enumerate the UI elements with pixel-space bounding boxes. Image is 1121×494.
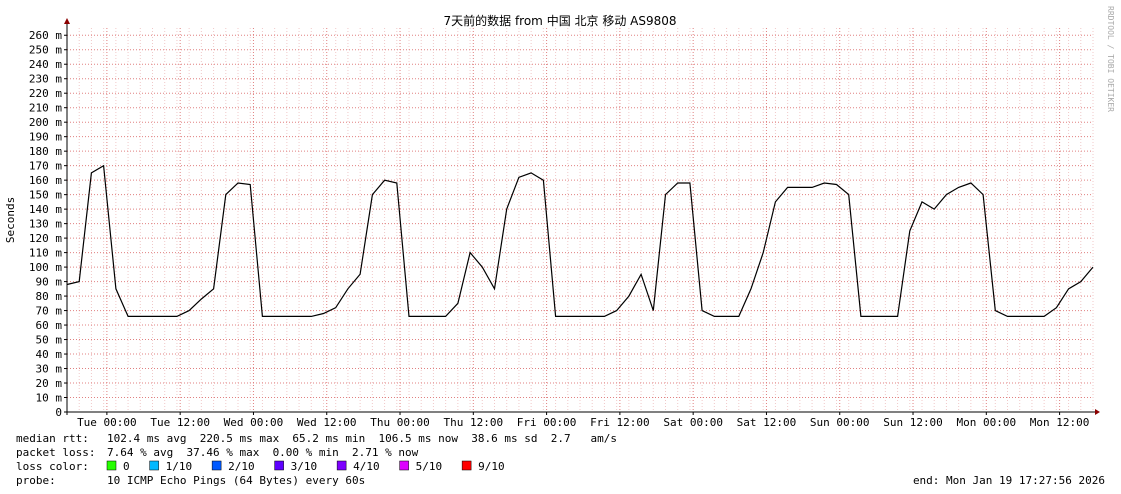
legend-swatch [106,460,117,471]
rtt-line [66,164,1094,317]
chart-title: 7天前的数据 from 中国 北京 移动 AS9808 [444,13,677,28]
y-tick-label: 100 m [29,261,62,274]
x-tick-label: Mon 12:00 [1030,416,1090,429]
y-tick-label: 20 m [36,377,63,390]
y-tick-label: 220 m [29,87,62,100]
legend-swatch [399,460,409,471]
y-tick-label: 190 m [29,131,62,144]
footer-text: 7.64 % avg 37.46 % max 0.00 % min 2.71 %… [107,446,419,459]
x-tick-label: Sat 12:00 [737,416,797,429]
legend-label: 4/10 [353,460,380,473]
y-tick-label: 90 m [36,276,63,289]
y-tick-label: 30 m [36,363,63,376]
y-tick-label: 150 m [29,189,62,202]
legend-label: 9/10 [478,460,505,473]
y-tick-label: 40 m [36,348,63,361]
x-tick-label: Wed 12:00 [297,416,357,429]
y-tick-label: 240 m [29,58,62,71]
y-tick-label: 250 m [29,44,62,57]
y-tick-label: 230 m [29,73,62,86]
y-tick-label: 170 m [29,160,62,173]
footer-label: packet loss: [16,446,95,459]
y-tick-label: 160 m [29,174,62,187]
footer-label: probe: [16,474,56,487]
legend-label: 2/10 [228,460,255,473]
footer-text: 102.4 ms avg 220.5 ms max 65.2 ms min 10… [107,432,617,445]
x-tick-label: Sun 12:00 [883,416,943,429]
legend-swatch [274,460,284,471]
y-tick-label: 200 m [29,116,62,129]
marks [66,164,1094,317]
labels: 010 m 20 m30 m 40 m50 m 60 m70 m 80 m90 m 100… [29,29,1090,429]
y-tick-label: 260 m [29,29,62,42]
footer-label: median rtt: [16,432,89,445]
legend-label: 0 [123,460,130,473]
x-tick-label: Sun 00:00 [810,416,870,429]
legend-swatch [336,460,347,471]
y-tick-label: 50 m [36,334,63,347]
legend: 0 1/10 2/10 3/10 4/10 5/10 9/10 [106,460,505,473]
y-tick-label: 140 m [29,203,62,216]
legend-label: 1/10 [166,460,193,473]
y-tick-label: 0 [55,406,62,419]
x-tick-label: Wed 00:00 [224,416,284,429]
y-tick-label: 110 m [29,247,62,260]
y-tick-label: 180 m [29,145,62,158]
side-note: RRDTOOL / TOBI OETIKER [1106,6,1115,112]
x-arrow [1095,409,1100,415]
y-tick-label: 70 m [36,305,63,318]
y-axis-label: Seconds [4,197,17,243]
y-tick-label: 120 m [29,232,62,245]
x-tick-label: Tue 00:00 [77,416,137,429]
x-tick-label: Thu 00:00 [370,416,430,429]
legend-label: 3/10 [291,460,318,473]
y-arrow [64,18,70,24]
y-tick-label: 80 m [36,290,63,303]
y-tick-label: 10 m [36,392,63,405]
x-tick-label: Mon 00:00 [957,416,1017,429]
y-tick-label: 210 m [29,102,62,115]
legend-swatch [149,460,159,471]
x-tick-label: Fri 00:00 [517,416,577,429]
x-tick-label: Sat 00:00 [663,416,723,429]
x-tick-label: Thu 12:00 [444,416,504,429]
legend-label: 5/10 [416,460,443,473]
legend-swatch [461,460,472,471]
grid [66,28,1094,413]
legend-swatch [211,460,222,471]
y-tick-label: 130 m [29,218,62,231]
footer-label: loss color: [16,460,89,473]
x-tick-label: Tue 12:00 [150,416,210,429]
x-tick-label: Fri 12:00 [590,416,650,429]
y-tick-label: 60 m [36,319,63,332]
footer-text: 10 ICMP Echo Pings (64 Bytes) every 60s [107,474,365,487]
end-time: end: Mon Jan 19 17:27:56 2026 [913,474,1105,487]
